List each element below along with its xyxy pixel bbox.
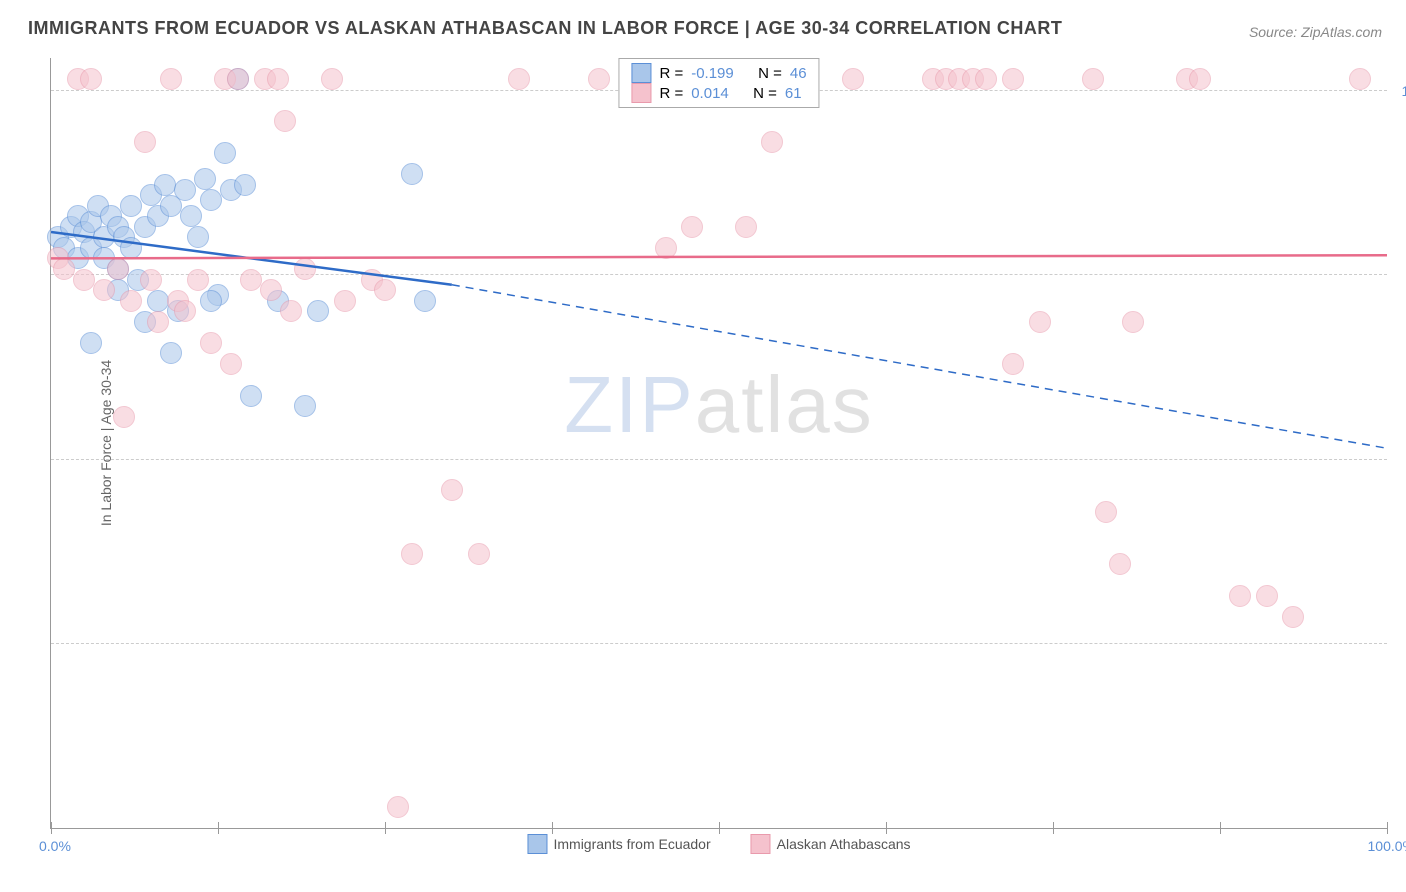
data-point <box>234 174 256 196</box>
legend-item-ecuador: Immigrants from Ecuador <box>527 834 710 854</box>
data-point <box>294 395 316 417</box>
data-point <box>1229 585 1251 607</box>
source-attribution: Source: ZipAtlas.com <box>1249 24 1382 40</box>
data-point <box>1002 68 1024 90</box>
swatch-athabascan-icon <box>751 834 771 854</box>
data-point <box>508 68 530 90</box>
data-point <box>134 131 156 153</box>
data-point <box>294 258 316 280</box>
swatch-athabascan-icon <box>631 83 651 103</box>
swatch-ecuador-icon <box>527 834 547 854</box>
data-point <box>588 68 610 90</box>
data-point <box>194 168 216 190</box>
data-point <box>240 269 262 291</box>
data-point <box>187 269 209 291</box>
data-point <box>93 279 115 301</box>
x-axis-max-label: 100.0% <box>1368 838 1406 854</box>
r-value-athabascan: 0.014 <box>691 85 729 102</box>
n-value-athabascan: 61 <box>785 85 802 102</box>
data-point <box>401 543 423 565</box>
data-point <box>1122 311 1144 333</box>
data-point <box>468 543 490 565</box>
legend-row-athabascan: R = 0.014 N = 61 <box>631 83 806 103</box>
data-point <box>1282 606 1304 628</box>
data-point <box>154 174 176 196</box>
data-point <box>1095 501 1117 523</box>
data-point <box>1256 585 1278 607</box>
data-point <box>200 332 222 354</box>
data-point <box>214 142 236 164</box>
data-point <box>120 195 142 217</box>
data-point <box>147 311 169 333</box>
data-point <box>113 406 135 428</box>
data-point <box>180 205 202 227</box>
data-point <box>274 110 296 132</box>
data-point <box>280 300 302 322</box>
data-point <box>140 269 162 291</box>
series-legend: Immigrants from Ecuador Alaskan Athabasc… <box>527 834 910 854</box>
data-point <box>307 300 329 322</box>
data-point <box>240 385 262 407</box>
data-point <box>267 68 289 90</box>
trend-lines <box>51 58 1387 828</box>
data-point <box>53 258 75 280</box>
y-tick-label: 100.0% <box>1402 83 1406 99</box>
legend-row-ecuador: R = -0.199 N = 46 <box>631 63 806 83</box>
swatch-ecuador-icon <box>631 63 651 83</box>
data-point <box>220 353 242 375</box>
data-point <box>761 131 783 153</box>
data-point <box>735 216 757 238</box>
data-point <box>80 332 102 354</box>
r-value-ecuador: -0.199 <box>691 65 734 82</box>
watermark: ZIPatlas <box>564 359 873 451</box>
data-point <box>374 279 396 301</box>
data-point <box>1109 553 1131 575</box>
data-point <box>160 342 182 364</box>
data-point <box>1029 311 1051 333</box>
data-point <box>120 237 142 259</box>
data-point <box>655 237 677 259</box>
data-point <box>387 796 409 818</box>
data-point <box>107 258 129 280</box>
data-point <box>842 68 864 90</box>
data-point <box>414 290 436 312</box>
data-point <box>147 290 169 312</box>
data-point <box>187 226 209 248</box>
data-point <box>334 290 356 312</box>
data-point <box>441 479 463 501</box>
data-point <box>975 68 997 90</box>
data-point <box>73 269 95 291</box>
y-axis-label: In Labor Force | Age 30-34 <box>98 360 114 526</box>
data-point <box>80 68 102 90</box>
data-point <box>681 216 703 238</box>
data-point <box>401 163 423 185</box>
chart-title: IMMIGRANTS FROM ECUADOR VS ALASKAN ATHAB… <box>28 18 1062 39</box>
plot-area: In Labor Force | Age 30-34 47.5%65.0%82.… <box>50 58 1387 829</box>
x-axis-min-label: 0.0% <box>39 838 71 854</box>
data-point <box>227 68 249 90</box>
n-value-ecuador: 46 <box>790 65 807 82</box>
data-point <box>200 290 222 312</box>
data-point <box>1002 353 1024 375</box>
data-point <box>260 279 282 301</box>
legend-item-athabascan: Alaskan Athabascans <box>751 834 911 854</box>
data-point <box>1082 68 1104 90</box>
data-point <box>120 290 142 312</box>
data-point <box>174 179 196 201</box>
data-point <box>1349 68 1371 90</box>
correlation-legend: R = -0.199 N = 46 R = 0.014 N = 61 <box>618 58 819 108</box>
data-point <box>160 68 182 90</box>
data-point <box>200 189 222 211</box>
data-point <box>174 300 196 322</box>
data-point <box>1189 68 1211 90</box>
data-point <box>321 68 343 90</box>
